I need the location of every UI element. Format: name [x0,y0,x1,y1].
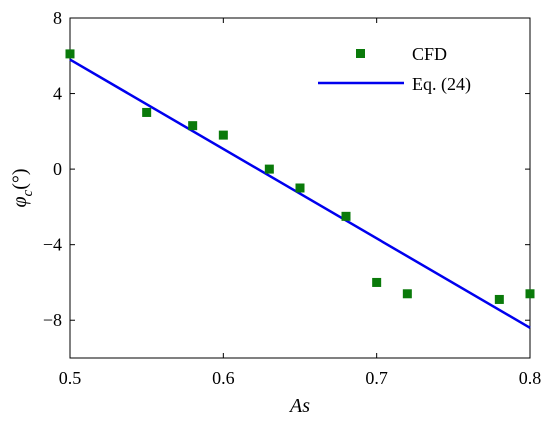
y-tick-label: 4 [53,84,62,104]
eq24-fit-line [69,58,531,329]
cfd-data-point [142,107,152,117]
axis-tick-labels: 0.5 0.6 0.7 0.8 −8 −4 0 4 8 [43,8,541,388]
x-tick-label: 0.6 [212,368,235,388]
cfd-data-point [295,183,305,193]
series-layer [65,49,535,329]
cfd-data-point [188,121,198,131]
y-tick-label: 0 [53,159,62,179]
x-axis-label: As [288,395,310,417]
x-tick-label: 0.7 [365,368,388,388]
cfd-data-point [402,289,412,299]
cfd-data-point [341,211,351,221]
legend-marker-cfd [356,49,365,58]
legend: CFD Eq. (24) [318,44,471,95]
svg-text:φc(°): φc(°) [9,168,36,207]
y-tick-label: −8 [43,310,62,330]
cfd-data-point [494,294,504,304]
y-axis-label-unit: (°) [9,168,31,189]
x-tick-label: 0.8 [519,368,542,388]
cfd-data-point [372,277,382,287]
cfd-data-point [525,289,535,299]
legend-label-cfd: CFD [412,44,447,64]
x-tick-label: 0.5 [59,368,82,388]
cfd-data-point [218,130,228,140]
legend-label-eq24: Eq. (24) [412,74,471,95]
axis-ticks [69,17,531,358]
y-tick-label: −4 [43,235,62,255]
y-axis-label-symbol: φ [9,196,31,207]
y-axis-label: φc(°) [9,168,36,207]
y-axis-label-subscript: c [20,189,36,196]
cfd-data-point [264,164,274,174]
cfd-data-point [65,49,75,59]
y-tick-label: 8 [53,8,62,28]
